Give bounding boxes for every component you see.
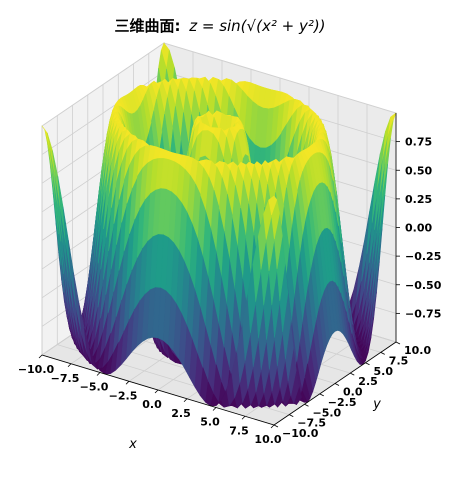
y-tick-label: −2.5 <box>328 396 357 409</box>
y-tick-mark <box>289 414 294 417</box>
x-tick-mark <box>67 363 72 368</box>
y-tick-mark <box>365 362 370 366</box>
x-tick-label: 7.5 <box>229 424 249 437</box>
chart-title-formula: z = sin(√(x² + y²)) <box>188 17 325 35</box>
y-tick-label: 0.0 <box>343 386 363 399</box>
y-tick-mark <box>380 352 385 355</box>
surface-mesh <box>41 42 397 409</box>
x-tick-label: −2.5 <box>109 389 138 402</box>
y-tick-mark <box>273 424 279 428</box>
chart-title-prefix: 三维曲面: <box>114 17 180 35</box>
y-tick-label: 7.5 <box>389 354 409 367</box>
z-tick-label: 0.25 <box>405 193 432 206</box>
y-tick-mark <box>304 403 309 407</box>
x-tick-mark <box>212 407 217 411</box>
x-tick-mark <box>183 398 188 403</box>
y-tick-label: 5.0 <box>374 365 394 378</box>
x-tick-label: 0.0 <box>142 398 162 411</box>
z-tick-label: −0.75 <box>405 307 441 320</box>
z-tick-label: 0.00 <box>405 222 432 235</box>
tick-labels: −10.0−7.5−5.0−2.50.02.55.07.510.0 −10.0−7… <box>18 136 442 446</box>
y-tick-label: −5.0 <box>313 406 342 419</box>
x-tick-mark <box>96 372 101 376</box>
x-tick-label: 5.0 <box>200 416 220 429</box>
z-tick-label: 0.50 <box>405 164 432 177</box>
y-tick-label: 10.0 <box>404 344 431 357</box>
surface-facet <box>268 195 278 216</box>
z-tick-label: −0.50 <box>405 279 442 292</box>
chart-title: 三维曲面: z = sin(√(x² + y²)) <box>114 17 325 35</box>
x-axis-label: x <box>128 437 137 452</box>
x-tick-mark <box>38 354 43 359</box>
x-tick-mark <box>241 415 246 420</box>
x-tick-label: −10.0 <box>18 363 55 376</box>
x-tick-mark <box>270 424 275 429</box>
y-tick-mark <box>319 393 324 397</box>
z-tick-label: 0.75 <box>405 136 432 149</box>
y-tick-mark <box>395 341 401 345</box>
z-tick-label: −0.25 <box>405 250 441 263</box>
x-tick-label: −5.0 <box>80 381 109 394</box>
x-tick-mark <box>125 380 130 385</box>
x-tick-label: 2.5 <box>171 407 191 420</box>
y-tick-label: −7.5 <box>297 417 326 430</box>
y-tick-mark <box>334 383 340 386</box>
x-tick-mark <box>154 389 159 394</box>
y-tick-label: 2.5 <box>358 375 378 388</box>
x-tick-label: −7.5 <box>51 372 80 385</box>
y-tick-label: −10.0 <box>282 427 319 440</box>
y-axis-label: y <box>372 397 381 412</box>
y-tick-mark <box>350 372 355 376</box>
x-tick-label: 10.0 <box>254 433 281 446</box>
